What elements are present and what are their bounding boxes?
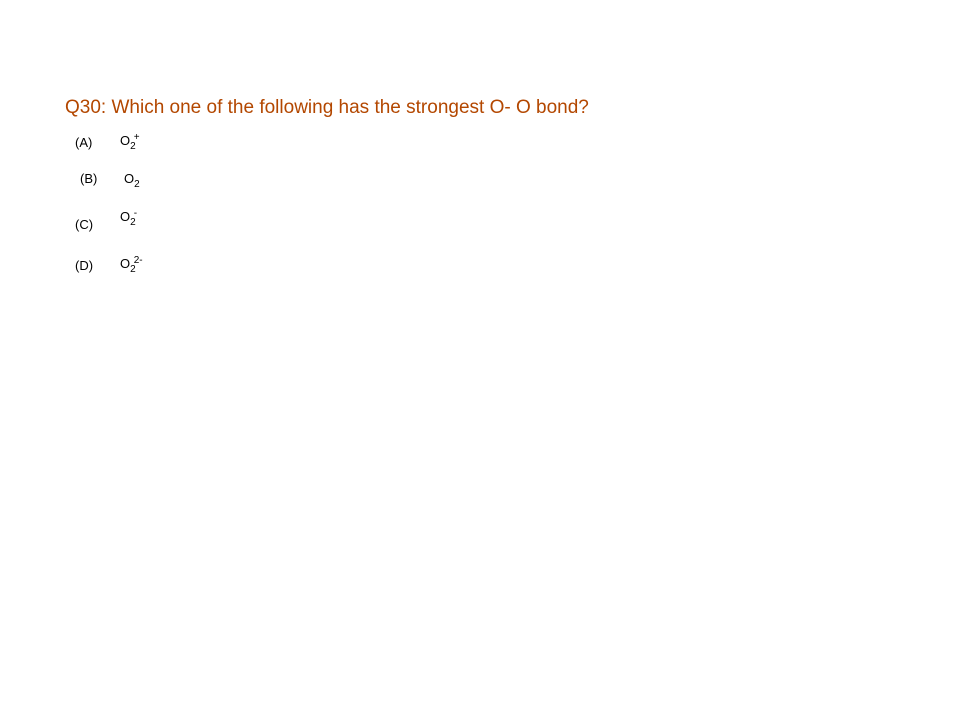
option-a-charge: +: [133, 132, 140, 143]
option-d-label: (D): [75, 258, 94, 273]
option-c-charge: -: [133, 208, 138, 219]
option-b-subscript: 2: [134, 179, 140, 190]
question-text: Q30: Which one of the following has the …: [65, 97, 589, 118]
option-a-element: O: [120, 133, 131, 148]
option-d-charge: 2-: [133, 255, 143, 266]
option-d-element: O: [120, 256, 131, 271]
option-c-label: (C): [75, 217, 94, 232]
option-b-label: (B): [80, 171, 98, 186]
option-b-element: O: [124, 171, 135, 186]
option-a-subscript: 2: [130, 141, 136, 152]
option-d-formula: O22-: [120, 255, 143, 275]
option-a-formula: O2+: [120, 132, 140, 152]
option-d-subscript: 2: [130, 264, 136, 275]
option-c-formula: O2-: [120, 208, 138, 228]
option-b-formula: O2: [124, 171, 140, 190]
option-c-subscript: 2: [130, 217, 136, 228]
option-c-element: O: [120, 209, 131, 224]
option-a-label: (A): [75, 135, 93, 150]
